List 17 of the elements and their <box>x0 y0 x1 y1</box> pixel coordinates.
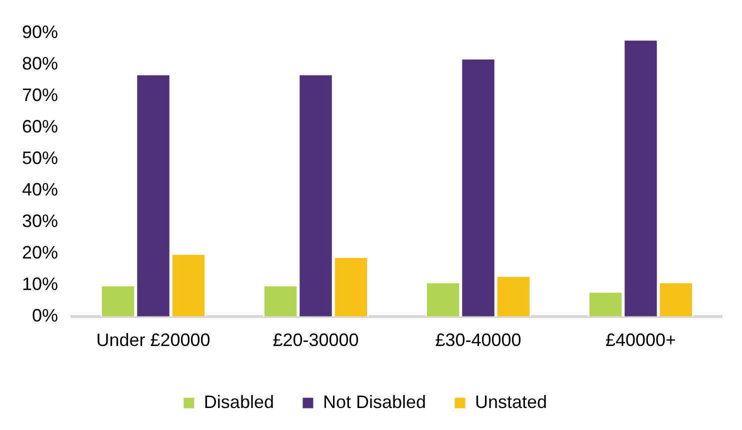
y-tick-label: 90% <box>22 22 58 42</box>
y-tick-label: 10% <box>22 274 58 294</box>
y-tick-label: 80% <box>22 53 58 74</box>
x-tick-label: £40000+ <box>605 330 676 350</box>
x-tick-label: Under £20000 <box>96 330 210 350</box>
legend-label: Unstated <box>475 392 548 412</box>
y-tick-label: 20% <box>22 242 58 262</box>
y-tick-label: 30% <box>22 210 58 231</box>
legend-label: Disabled <box>204 392 274 412</box>
y-tick-label: 40% <box>22 179 58 200</box>
legend-label: Not Disabled <box>322 392 426 412</box>
x-tick-label: £30-40000 <box>435 330 522 350</box>
x-tick-label: £20-30000 <box>272 330 359 350</box>
y-tick-label: 0% <box>32 305 58 326</box>
y-tick-label: 70% <box>22 84 58 105</box>
y-tick-label: 60% <box>22 116 58 136</box>
y-tick-label: 50% <box>22 148 58 168</box>
